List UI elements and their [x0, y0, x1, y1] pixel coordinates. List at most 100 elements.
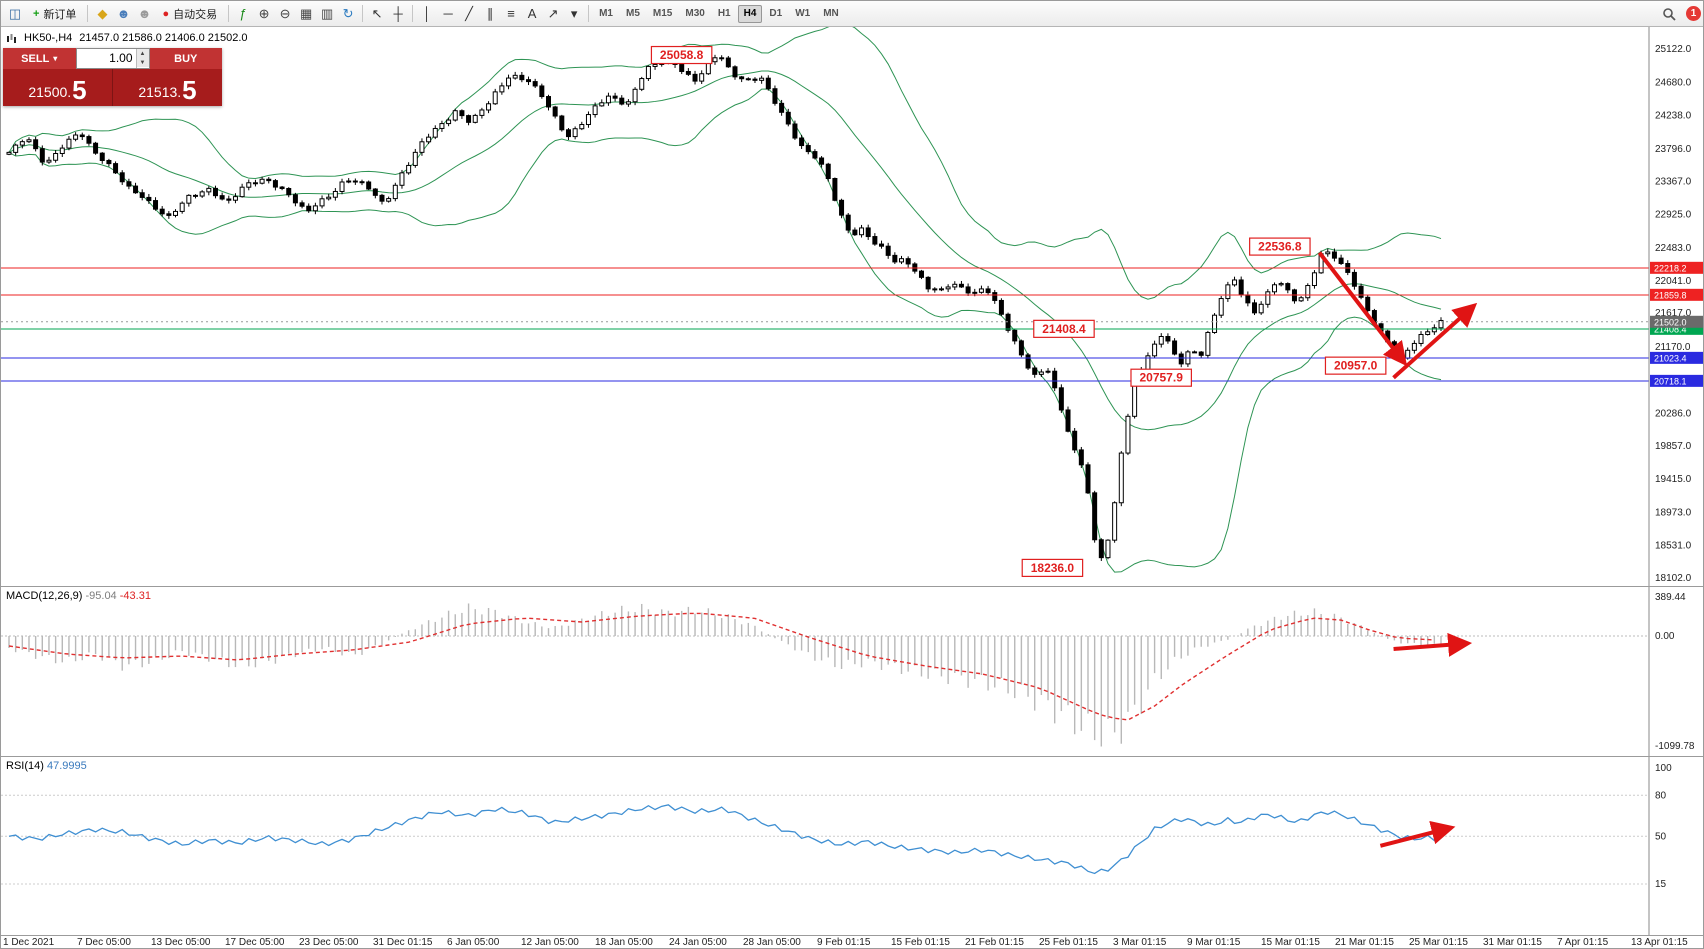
- sell-button[interactable]: 21500. 5: [3, 69, 113, 106]
- svg-text:21408.4: 21408.4: [1654, 324, 1687, 334]
- sell-options-caret-icon[interactable]: ▾: [53, 54, 58, 63]
- profile-icon[interactable]: ☻: [137, 6, 152, 21]
- time-axis-label: 1 Dec 2021: [3, 937, 55, 948]
- macd-panel-canvas[interactable]: 389.44 0.00 -1099.78: [1, 587, 1704, 756]
- time-axis-label: 15 Feb 01:15: [891, 937, 950, 948]
- price-axis-label: 25122.0: [1655, 44, 1692, 55]
- notifications-badge[interactable]: 1: [1686, 6, 1701, 21]
- panel-separator[interactable]: [1, 935, 1703, 936]
- time-axis-label: 3 Mar 01:15: [1113, 937, 1167, 948]
- time-axis-label: 23 Dec 05:00: [299, 937, 359, 948]
- time-axis-label: 9 Mar 01:15: [1187, 937, 1241, 948]
- candles: [6, 53, 1444, 561]
- sell-label: SELL: [21, 52, 50, 65]
- cursor-icon[interactable]: ↖: [371, 5, 383, 21]
- volume-up-button[interactable]: ▲: [136, 49, 149, 58]
- channel-icon[interactable]: ∥: [486, 5, 494, 21]
- sell-header-button[interactable]: SELL ▾: [3, 48, 76, 69]
- toolbar-separator: [362, 5, 364, 22]
- macd-histogram: [8, 603, 1442, 747]
- arrows-icon[interactable]: ↗: [547, 5, 559, 21]
- chart-window-icon[interactable]: ◫: [8, 5, 22, 21]
- new-order-button[interactable]: + 新订单: [26, 4, 83, 24]
- buy-price: 21513.: [138, 84, 182, 100]
- one-click-trading-panel: SELL ▾ 1.00 ▲ ▼ BUY 21500. 5 21513. 5: [3, 48, 222, 106]
- time-axis[interactable]: 1 Dec 2021 7 Dec 05:00 13 Dec 05:00 17 Dec …: [1, 936, 1703, 948]
- annotation-label-25058.8[interactable]: [650, 45, 713, 65]
- price-axis-label: 19415.0: [1655, 474, 1692, 485]
- sell-price-pip: 5: [72, 75, 87, 105]
- price-axis-label: 21617.0: [1655, 308, 1692, 319]
- panel-separator[interactable]: [1, 756, 1703, 757]
- timeframe-button-h4[interactable]: H4: [737, 4, 763, 23]
- autotrade-button[interactable]: ● 自动交易: [155, 4, 224, 24]
- new-order-button-icon: +: [33, 7, 40, 20]
- symbol-chart-icon: [7, 33, 16, 43]
- new-chart-icon[interactable]: ▥: [320, 5, 334, 21]
- volume-value[interactable]: 1.00: [109, 51, 133, 65]
- timeframe-button-mn[interactable]: MN: [823, 8, 839, 19]
- shapes-dropdown-icon[interactable]: ▾: [570, 5, 578, 21]
- horizontal-line-icon[interactable]: ─: [443, 6, 453, 21]
- symbol-period-label: HK50-,H4: [24, 32, 73, 44]
- annotation-label-20757.9[interactable]: [1130, 368, 1192, 387]
- svg-text:21023.4: 21023.4: [1654, 353, 1687, 363]
- zoom-out-icon[interactable]: ⊖: [279, 5, 291, 21]
- timeframe-button-w1[interactable]: W1: [795, 8, 811, 19]
- buy-button[interactable]: 21513. 5: [113, 69, 222, 106]
- rsi-trend-arrow[interactable]: [1379, 820, 1456, 848]
- macd-axis-label: 389.44: [1655, 592, 1686, 603]
- main-chart-canvas[interactable]: 25122.0 24680.0 24238.0 23796.0 23367.0 22925…: [1, 27, 1704, 586]
- search-icon[interactable]: [1659, 4, 1679, 24]
- buy-price-pip: 5: [182, 75, 197, 105]
- autotrade-button-icon: ●: [162, 7, 170, 20]
- rsi-panel-canvas[interactable]: 100 80 50 15: [1, 757, 1704, 935]
- toolbar-separator: [412, 5, 414, 22]
- text-icon[interactable]: A: [527, 6, 537, 21]
- alerts-icon[interactable]: ◆: [97, 5, 108, 21]
- price-axis-label: 24680.0: [1655, 77, 1692, 88]
- price-axis-label: 23796.0: [1655, 144, 1692, 155]
- trend-arrow[interactable]: [1392, 302, 1478, 380]
- indicators-icon[interactable]: ƒ: [239, 6, 247, 21]
- timeframe-button-h1[interactable]: H1: [717, 8, 731, 19]
- fibonacci-icon[interactable]: ≡: [507, 6, 515, 21]
- svg-text:21408.4: 21408.4: [1042, 322, 1086, 336]
- timeframe-button-m1[interactable]: M1: [599, 8, 613, 19]
- timeframe-button-d1[interactable]: D1: [769, 8, 783, 19]
- crosshair-icon[interactable]: ┼: [393, 6, 403, 21]
- trendline-icon[interactable]: ╱: [465, 5, 473, 21]
- annotation-label-21408.4[interactable]: [1033, 319, 1095, 338]
- time-axis-label: 15 Mar 01:15: [1261, 937, 1320, 948]
- vertical-line-icon[interactable]: │: [423, 6, 432, 21]
- buy-header-button[interactable]: BUY: [149, 48, 222, 69]
- annotation-label-18236.0[interactable]: [1021, 558, 1084, 578]
- volume-field[interactable]: 1.00 ▲ ▼: [75, 48, 150, 69]
- annotation-label-22536.8[interactable]: [1249, 237, 1311, 256]
- price-tag-20718.1: [1650, 374, 1703, 387]
- macd-trend-arrow[interactable]: [1393, 632, 1473, 657]
- time-axis-label: 7 Dec 05:00: [77, 937, 131, 948]
- trend-arrow[interactable]: [1317, 251, 1408, 367]
- price-axis-label: 24238.0: [1655, 111, 1692, 122]
- zoom-in-icon[interactable]: ⊕: [258, 5, 270, 21]
- auto-scroll-icon[interactable]: ↻: [342, 5, 354, 21]
- bollinger-lower: [8, 88, 1442, 573]
- price-tag-21502.0: [1650, 315, 1703, 328]
- panel-separator[interactable]: [1, 586, 1703, 587]
- volume-down-button[interactable]: ▼: [136, 58, 149, 67]
- time-axis-label: 17 Dec 05:00: [225, 937, 285, 948]
- timeframe-button-m15[interactable]: M15: [652, 8, 673, 19]
- svg-text:18236.0: 18236.0: [1031, 561, 1075, 575]
- price-axis-label: 21170.0: [1655, 342, 1691, 353]
- community-icon[interactable]: ☻: [116, 6, 131, 21]
- timeframe-button-m30[interactable]: M30: [685, 8, 705, 19]
- autotrade-button-label: 自动交易: [173, 8, 218, 21]
- price-axis-label: 20286.0: [1655, 408, 1692, 419]
- rsi-line: [8, 804, 1442, 875]
- time-axis-label: 6 Jan 05:00: [447, 937, 500, 948]
- tile-windows-icon[interactable]: ▦: [299, 5, 313, 21]
- rsi-axis-label: 15: [1655, 879, 1667, 890]
- timeframe-button-m5[interactable]: M5: [626, 8, 640, 19]
